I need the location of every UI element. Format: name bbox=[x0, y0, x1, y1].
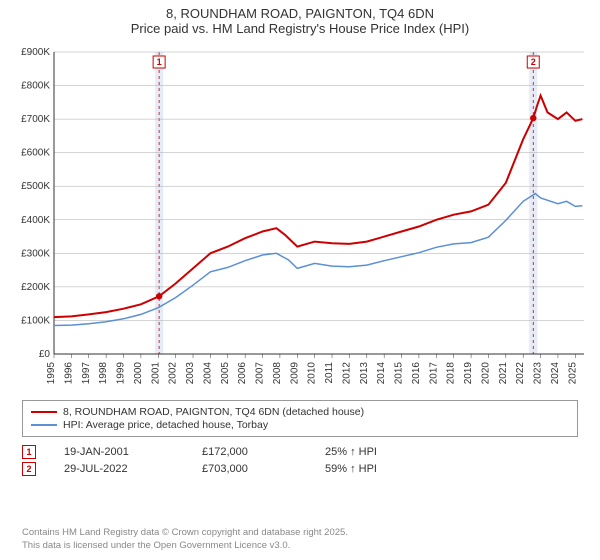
svg-text:1998: 1998 bbox=[98, 362, 109, 385]
transaction-price: £172,000 bbox=[202, 446, 297, 458]
legend-box: 8, ROUNDHAM ROAD, PAIGNTON, TQ4 6DN (det… bbox=[22, 400, 578, 437]
svg-text:2017: 2017 bbox=[428, 362, 439, 385]
svg-text:2014: 2014 bbox=[376, 362, 387, 385]
svg-text:2004: 2004 bbox=[202, 362, 213, 385]
transaction-date: 19-JAN-2001 bbox=[64, 446, 174, 458]
legend-label: 8, ROUNDHAM ROAD, PAIGNTON, TQ4 6DN (det… bbox=[63, 406, 364, 418]
svg-text:2024: 2024 bbox=[550, 362, 561, 385]
svg-text:2001: 2001 bbox=[150, 362, 161, 385]
attribution-text: Contains HM Land Registry data © Crown c… bbox=[22, 527, 348, 552]
table-row: 1 19-JAN-2001 £172,000 25% ↑ HPI bbox=[22, 445, 415, 459]
svg-text:2000: 2000 bbox=[133, 362, 144, 385]
svg-text:2021: 2021 bbox=[498, 362, 509, 385]
transaction-price: £703,000 bbox=[202, 463, 297, 475]
chart-area: £0 £100K £200K £300K £400K £500K £600K £700K £80… bbox=[18, 46, 588, 394]
svg-text:£700K: £700K bbox=[21, 114, 50, 125]
svg-text:2023: 2023 bbox=[533, 362, 544, 385]
svg-text:2010: 2010 bbox=[307, 362, 318, 385]
table-row: 2 29-JUL-2022 £703,000 59% ↑ HPI bbox=[22, 462, 415, 476]
title-address: 8, ROUNDHAM ROAD, PAIGNTON, TQ4 6DN bbox=[0, 6, 600, 21]
title-subtitle: Price paid vs. HM Land Registry's House … bbox=[0, 21, 600, 36]
svg-text:2003: 2003 bbox=[185, 362, 196, 385]
transaction-date: 29-JUL-2022 bbox=[64, 463, 174, 475]
svg-text:2011: 2011 bbox=[324, 362, 335, 384]
legend-line-icon bbox=[31, 411, 57, 413]
svg-text:2013: 2013 bbox=[359, 362, 370, 385]
svg-text:£0: £0 bbox=[39, 349, 51, 360]
svg-text:1997: 1997 bbox=[81, 362, 92, 385]
chart-title-block: 8, ROUNDHAM ROAD, PAIGNTON, TQ4 6DN Pric… bbox=[0, 0, 600, 38]
svg-text:£900K: £900K bbox=[21, 47, 50, 58]
svg-text:2012: 2012 bbox=[341, 362, 352, 385]
svg-text:1995: 1995 bbox=[46, 362, 57, 385]
svg-text:£500K: £500K bbox=[21, 181, 50, 192]
svg-text:2022: 2022 bbox=[515, 362, 526, 385]
transaction-hpi-diff: 59% ↑ HPI bbox=[325, 463, 415, 475]
svg-text:£200K: £200K bbox=[21, 282, 50, 293]
svg-text:1996: 1996 bbox=[63, 362, 74, 385]
legend-label: HPI: Average price, detached house, Torb… bbox=[63, 419, 268, 431]
legend-line-icon bbox=[31, 424, 57, 426]
chart-svg: £0 £100K £200K £300K £400K £500K £600K £700K £80… bbox=[18, 46, 588, 394]
svg-text:2008: 2008 bbox=[272, 362, 283, 385]
svg-text:£400K: £400K bbox=[21, 215, 50, 226]
svg-text:2019: 2019 bbox=[463, 362, 474, 385]
svg-text:£600K: £600K bbox=[21, 148, 50, 159]
svg-text:2006: 2006 bbox=[237, 362, 248, 385]
svg-text:2016: 2016 bbox=[411, 362, 422, 385]
transaction-badge: 2 bbox=[22, 462, 36, 476]
svg-text:£100K: £100K bbox=[21, 315, 50, 326]
svg-text:1: 1 bbox=[157, 57, 162, 67]
svg-text:£300K: £300K bbox=[21, 248, 50, 259]
transactions-table: 1 19-JAN-2001 £172,000 25% ↑ HPI 2 29-JU… bbox=[22, 442, 415, 479]
svg-text:1999: 1999 bbox=[116, 362, 127, 385]
transaction-badge: 1 bbox=[22, 445, 36, 459]
svg-text:2015: 2015 bbox=[394, 362, 405, 385]
transaction-hpi-diff: 25% ↑ HPI bbox=[325, 446, 415, 458]
svg-text:2: 2 bbox=[531, 57, 536, 67]
svg-text:2002: 2002 bbox=[168, 362, 179, 385]
svg-text:2005: 2005 bbox=[220, 362, 231, 385]
svg-text:2025: 2025 bbox=[567, 362, 578, 385]
svg-text:2018: 2018 bbox=[446, 362, 457, 385]
svg-text:2020: 2020 bbox=[480, 362, 491, 385]
legend-row: 8, ROUNDHAM ROAD, PAIGNTON, TQ4 6DN (det… bbox=[31, 406, 569, 418]
svg-text:£800K: £800K bbox=[21, 81, 50, 92]
legend-row: HPI: Average price, detached house, Torb… bbox=[31, 419, 569, 431]
svg-text:2007: 2007 bbox=[255, 362, 266, 385]
svg-text:2009: 2009 bbox=[289, 362, 300, 385]
